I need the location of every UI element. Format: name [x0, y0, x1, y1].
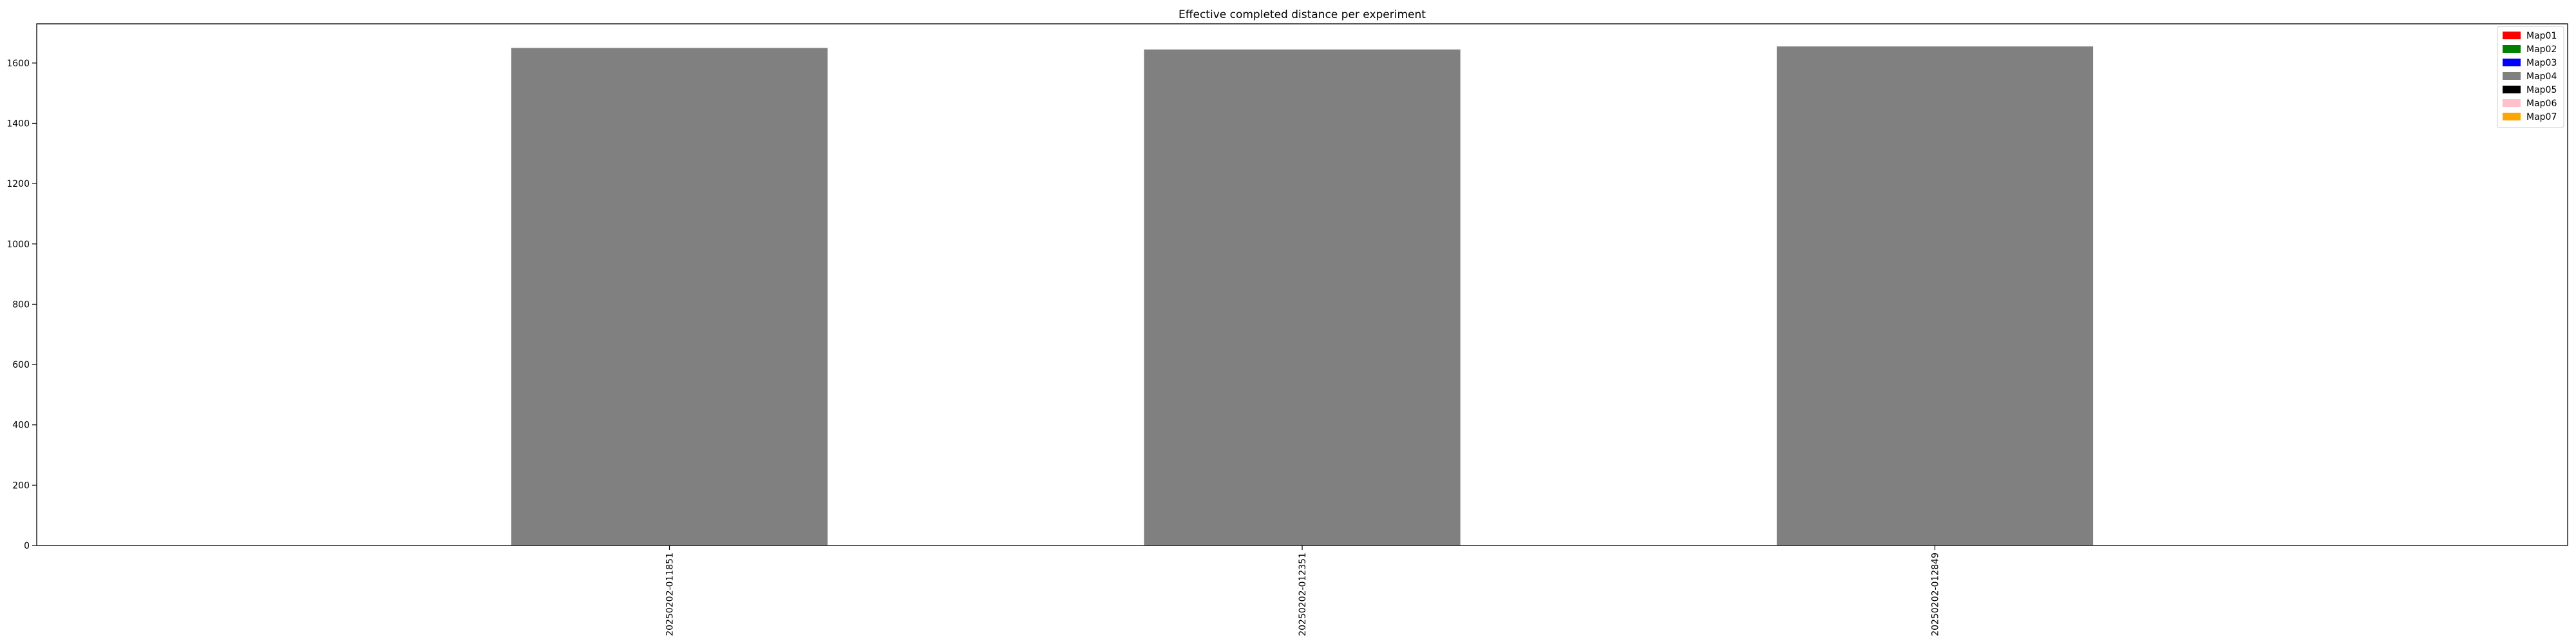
legend-label-Map06: Map06: [2526, 99, 2557, 109]
legend-swatch-Map03: [2503, 59, 2521, 66]
bar-20250202-011851: [511, 48, 828, 545]
legend-swatch-Map06: [2503, 99, 2521, 107]
x-axis: 20250202-011851 20250202-012351 20250202-0…: [665, 545, 1941, 636]
legend-swatch-Map05: [2503, 86, 2521, 93]
chart-title: Effective completed distance per experim…: [1179, 8, 1426, 21]
y-tick-label: 1200: [6, 179, 30, 189]
bar-20250202-012351: [1144, 49, 1461, 546]
y-tick-label: 600: [12, 360, 30, 370]
y-tick-label: 1400: [6, 119, 30, 129]
legend-label-Map02: Map02: [2526, 44, 2557, 55]
legend-label-Map07: Map07: [2526, 112, 2557, 122]
x-tick-label: 20250202-012351: [1298, 553, 1308, 636]
y-tick-label: 400: [12, 421, 30, 431]
x-tick-label: 20250202-011851: [665, 553, 676, 636]
y-tick-label: 800: [12, 299, 30, 310]
y-tick-label: 1600: [6, 59, 30, 69]
y-axis: 0 200 400 600 800 1000 1200 1400 1600: [6, 59, 37, 551]
legend-swatch-Map04: [2503, 72, 2521, 80]
x-tick-label: 20250202-012849: [1931, 553, 1941, 636]
y-tick-label: 1000: [6, 240, 30, 250]
legend-label-Map05: Map05: [2526, 85, 2557, 95]
y-tick-label: 0: [24, 541, 30, 551]
bars-group: [511, 46, 2094, 546]
legend-label-Map01: Map01: [2526, 31, 2557, 41]
legend-swatch-Map07: [2503, 113, 2521, 120]
y-tick-label: 200: [12, 480, 30, 491]
legend-swatch-Map01: [2503, 32, 2521, 39]
bar-20250202-012849: [1776, 46, 2094, 546]
legend-label-Map03: Map03: [2526, 58, 2557, 68]
legend-label-Map04: Map04: [2526, 71, 2557, 82]
legend: Map01 Map02 Map03 Map04 Map05 Map06 Map07: [2497, 26, 2564, 128]
legend-swatch-Map02: [2503, 45, 2521, 53]
